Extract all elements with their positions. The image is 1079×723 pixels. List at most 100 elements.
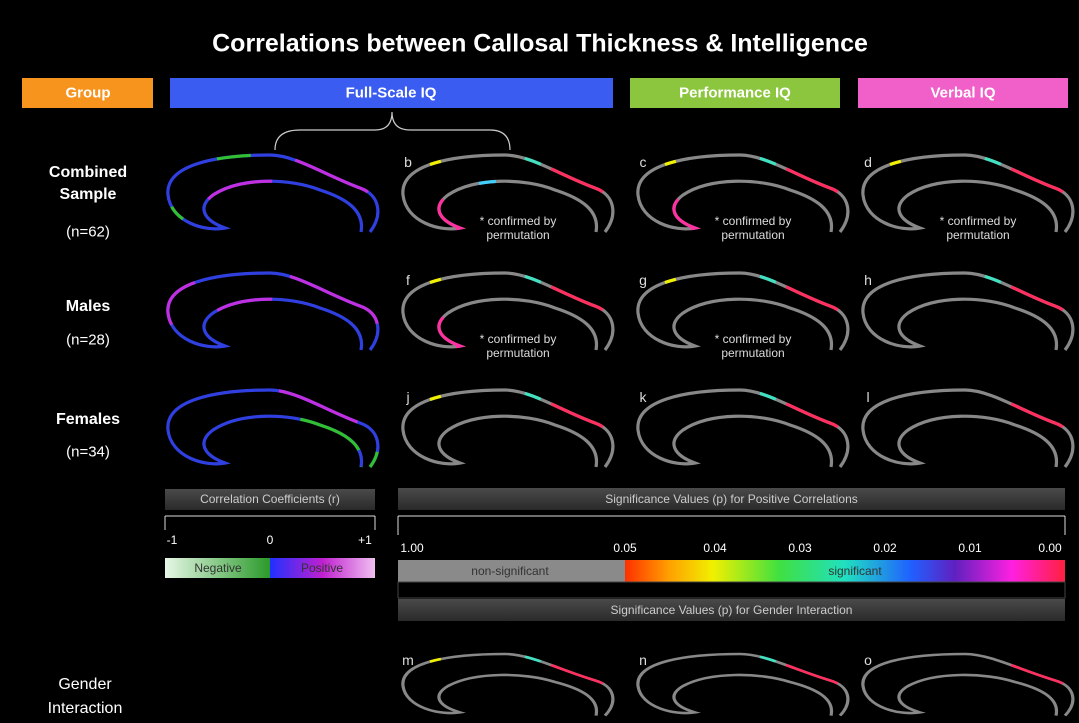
panel-letter: n	[639, 652, 647, 668]
panel-letter: g	[639, 272, 647, 288]
callosum-outline	[636, 271, 850, 351]
sig-title: Significance Values (p) for Positive Cor…	[605, 492, 858, 506]
row-n: (n=28)	[66, 331, 110, 349]
callosum-outline	[166, 153, 380, 233]
column-header: Performance IQ	[679, 84, 791, 102]
callosum-outline	[166, 153, 380, 233]
panel-letter: f	[406, 272, 410, 288]
panel-letter: m	[402, 652, 414, 668]
legend-frame	[397, 581, 1066, 599]
callosum-outline	[861, 652, 1075, 717]
callosum-outline	[401, 388, 615, 468]
panel-note: * confirmed by permutation	[479, 214, 557, 242]
panel-letter: d	[864, 154, 872, 170]
positive-swatch	[270, 558, 375, 578]
callosum-outline	[636, 153, 850, 233]
sig-swatch	[625, 560, 1065, 582]
corr-title: Correlation Coefficients (r)	[200, 492, 340, 506]
callosum-outline	[401, 388, 615, 468]
column-header: Group	[65, 84, 111, 102]
panel-note: * confirmed by permutation	[714, 214, 792, 242]
callosum-outline	[401, 153, 615, 233]
callosum	[861, 388, 1075, 468]
column-header: Full-Scale IQ	[345, 84, 437, 102]
brace	[274, 111, 511, 151]
legend-tick: 0.05	[613, 541, 637, 555]
callosum-outline	[401, 652, 615, 717]
callosum-outline	[636, 388, 850, 468]
panel-letter: h	[864, 272, 872, 288]
row-label: Males	[65, 298, 111, 315]
legend-label: significant	[828, 564, 882, 578]
row-n: (n=34)	[66, 443, 110, 461]
panel-letter: k	[639, 389, 647, 405]
callosum-outline	[166, 388, 380, 468]
gender-title: Significance Values (p) for Gender Inter…	[610, 603, 853, 617]
callosum-outline	[166, 388, 380, 468]
callosum	[861, 652, 1075, 717]
callosum-outline	[401, 271, 615, 351]
callosum-outline	[166, 153, 380, 233]
panel-letter: j	[406, 389, 410, 405]
callosum-outline	[401, 652, 615, 717]
legend-tick: 1.00	[400, 541, 424, 555]
corr-title-bar: Correlation Coefficients (r)	[165, 489, 375, 510]
callosum-outline	[166, 271, 380, 351]
callosum-outline	[861, 153, 1075, 233]
callosum-outline	[401, 652, 615, 717]
row-label: Gender Interaction	[47, 676, 123, 717]
callosum	[861, 153, 1075, 233]
callosum-outline	[401, 388, 615, 468]
callosum-outline	[861, 271, 1075, 351]
callosum	[401, 388, 615, 468]
row-label: Combined Sample	[48, 164, 128, 203]
legend-tick: +1	[358, 533, 372, 547]
callosum-outline	[166, 153, 380, 233]
callosum	[636, 652, 850, 717]
legend-label: non-significant	[471, 564, 549, 578]
callosum-outline	[636, 388, 850, 468]
callosum	[636, 388, 850, 468]
row-n: (n=62)	[66, 223, 110, 241]
callosum-outline	[861, 271, 1075, 351]
legend-tick: 0.04	[703, 541, 727, 555]
callosum-outline	[166, 388, 380, 468]
legend-graphics	[164, 515, 1066, 599]
callosum-outline	[401, 652, 615, 717]
column-header: Verbal IQ	[930, 84, 996, 102]
nonsig-swatch	[398, 560, 625, 582]
fsiq-header-bar	[170, 78, 613, 108]
callosum-outline	[636, 388, 850, 468]
negative-swatch	[165, 558, 270, 578]
callosum-outline	[166, 271, 380, 351]
panel-note: * confirmed by permutation	[714, 332, 792, 360]
callosum-outline	[166, 153, 380, 233]
panel-letter: c	[639, 154, 647, 170]
callosum-outline	[166, 271, 380, 351]
legend-tick: 0.03	[788, 541, 812, 555]
callosum	[401, 652, 615, 717]
panel-note: * confirmed by permutation	[479, 332, 557, 360]
callosum-outline	[401, 388, 615, 468]
callosum-outline	[636, 652, 850, 717]
callosum-outline	[166, 271, 380, 351]
callosum-outline	[166, 388, 380, 468]
panel-letter: o	[864, 652, 872, 668]
piq-header-bar	[630, 78, 840, 108]
callosum	[861, 271, 1075, 351]
callosum	[166, 388, 380, 468]
group-header-bar	[22, 78, 153, 108]
legend-tick: 0	[266, 533, 274, 547]
title: Correlations between Callosal Thickness …	[212, 29, 868, 58]
row-label: Females	[55, 411, 121, 428]
panel-letter: l	[866, 389, 870, 405]
legend-tick: 0.02	[873, 541, 897, 555]
callosum-outline	[861, 652, 1075, 717]
callosum	[401, 271, 615, 351]
callosum-outline	[861, 388, 1075, 468]
callosum	[636, 153, 850, 233]
callosum-outline	[861, 271, 1075, 351]
viq-header-bar	[858, 78, 1068, 108]
